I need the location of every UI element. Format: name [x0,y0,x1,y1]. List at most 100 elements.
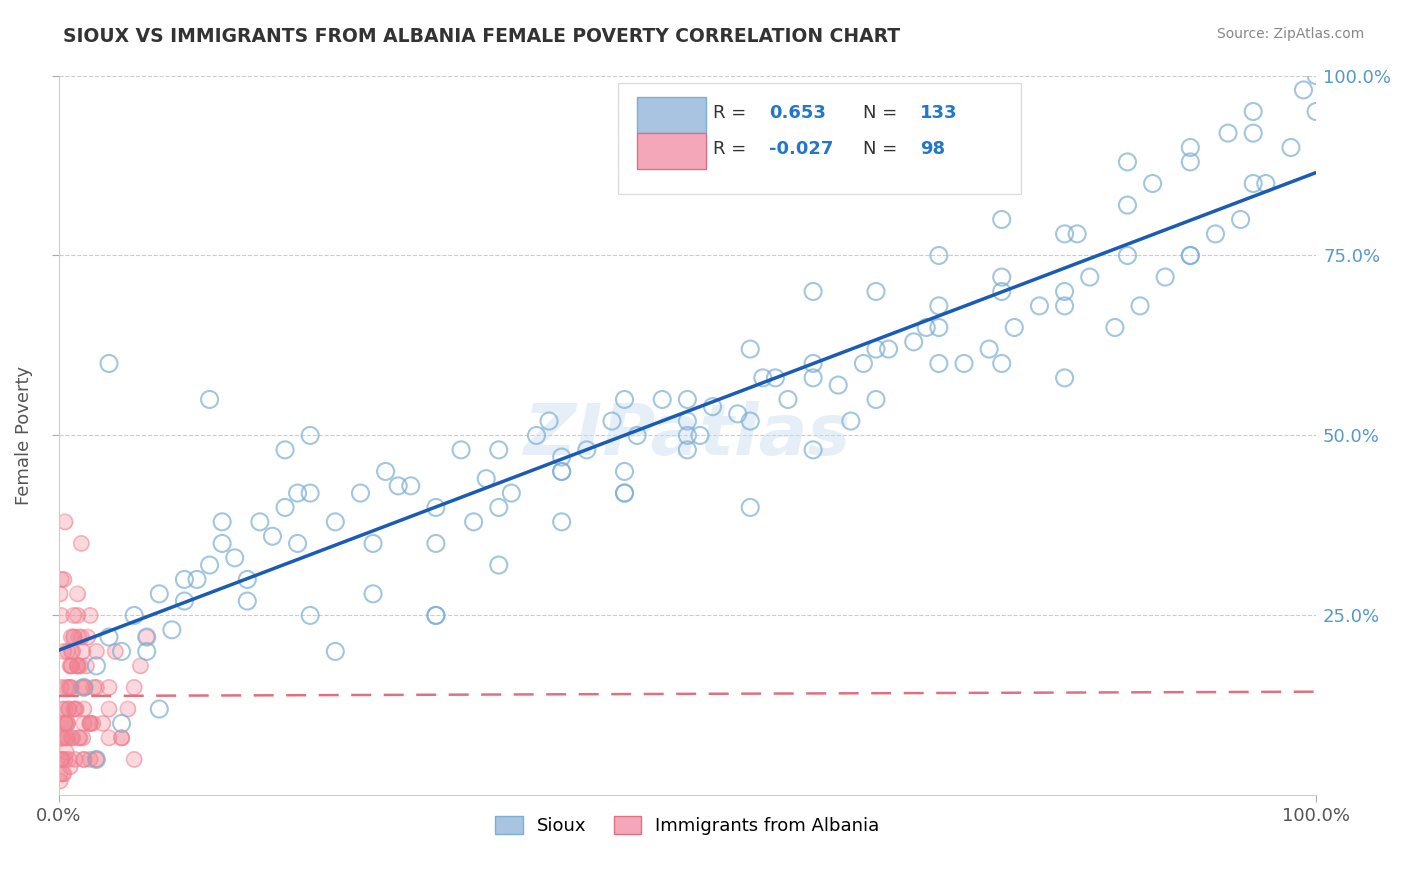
Point [1116,155,1139,169]
Point [249,515,271,529]
Point [1180,248,1202,262]
Point [1180,140,1202,154]
Point [70,630,93,644]
Point [1078,270,1101,285]
Point [56,716,79,731]
Point [550,515,572,529]
Point [501,486,523,500]
Point [865,285,887,299]
Point [79,716,101,731]
Point [72,644,94,658]
Point [60,658,83,673]
Point [1116,198,1139,212]
Point [160,623,183,637]
Point [475,472,498,486]
Point [69,658,91,673]
Point [1241,104,1264,119]
Point [702,400,724,414]
Point [990,270,1012,285]
Point [53,515,76,529]
Point [62,702,84,716]
Point [186,573,208,587]
Point [299,486,322,500]
Point [59,658,82,673]
Point [60,731,83,745]
Point [67,630,90,644]
Point [59,658,82,673]
Point [387,479,409,493]
Point [73,752,96,766]
Point [1241,177,1264,191]
Point [62,630,84,644]
Point [60,681,83,695]
Text: 98: 98 [920,140,945,158]
Point [70,536,93,550]
Point [72,644,94,658]
Point [51,681,73,695]
Point [62,608,84,623]
FancyBboxPatch shape [637,97,706,133]
Point [450,442,472,457]
Point [59,681,82,695]
Point [526,428,548,442]
Point [58,702,80,716]
Point [801,285,824,299]
Point [274,442,297,457]
Point [928,356,950,370]
Point [62,630,84,644]
Point [1229,212,1251,227]
Point [463,515,485,529]
Point [361,587,384,601]
Point [70,681,93,695]
Point [73,752,96,766]
Point [86,644,108,658]
Point [56,716,79,731]
Point [98,731,121,745]
Point [865,392,887,407]
Point [52,644,75,658]
Point [73,716,96,731]
Point [1028,299,1050,313]
Point [52,644,75,658]
Point [877,342,900,356]
Point [55,745,77,759]
Point [58,752,80,766]
Point [1154,270,1177,285]
Point [51,573,73,587]
Point [51,752,73,766]
Point [198,392,221,407]
Point [135,630,157,644]
Point [51,752,73,766]
Point [56,731,79,745]
Point [488,558,510,572]
Point [1053,371,1076,385]
Point [979,342,1001,356]
Point [98,702,121,716]
Point [53,702,76,716]
Point [67,731,90,745]
Point [51,702,73,716]
Point [323,644,346,658]
Point [67,731,90,745]
Point [51,731,73,745]
Point [52,766,75,780]
Point [62,702,84,716]
Point [1053,227,1076,241]
Point [86,658,108,673]
Point [62,630,84,644]
Point [135,630,157,644]
Point [399,479,422,493]
Point [82,716,104,731]
Point [73,752,96,766]
Point [299,608,322,623]
Point [73,702,96,716]
Point [51,608,73,623]
Point [575,442,598,457]
Point [1254,177,1277,191]
Point [1292,83,1315,97]
Point [53,515,76,529]
Point [60,630,83,644]
Point [52,766,75,780]
Point [79,716,101,731]
Point [79,608,101,623]
